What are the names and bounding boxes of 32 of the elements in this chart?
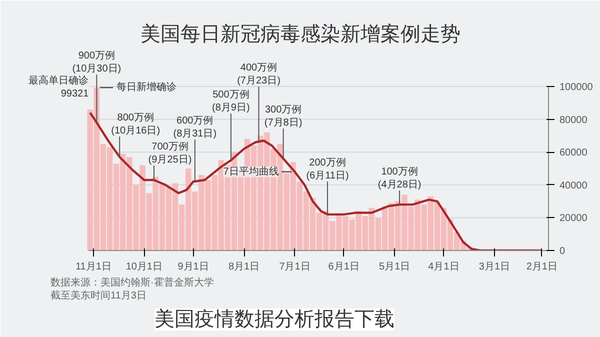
x-tick-label: 7月1日 [279,262,310,272]
x-tick-label: 10月1日 [126,262,163,272]
text: 美国疫情数据分析报告下载 [154,308,394,330]
x-tick-label: 4月1日 [428,262,460,272]
annotation: 800万例 (10月16日) [111,112,160,136]
x-tick-label: 3月1日 [478,262,510,272]
y-tick-label: 60000 [560,148,588,159]
annotation: 200万例 (6月11日) [306,157,349,182]
annotation: 700万例 (9月25日) [148,141,192,166]
chart-title: 美国每日新冠病毒感染新增案例走势 [140,22,460,46]
annotation: 400万例 (7月23日) [237,62,280,86]
annotation: 300万例 (7月8日) [264,104,302,128]
x-tick-label: 2月1日 [526,262,558,272]
x-tick-label: 5月1日 [379,262,410,272]
x-tick-label: 6月1日 [328,262,360,272]
series-label: 每日新增确诊 [116,81,177,94]
annotation: 100万例 (4月28日) [378,166,422,190]
source-note: 数据来源：美国约翰斯·霍普金斯大学 [50,276,214,288]
y-tick-label: 80000 [560,114,588,126]
y-tick-label: 40000 [560,180,588,192]
text: 截至美东时间11月3日 [50,290,146,302]
x-tick-label: 9月1日 [178,262,209,272]
annotation: 600万例 (8月31日) [173,115,217,140]
series-label: 7日平均曲线 [223,165,279,178]
annotation: 900万例 (10月30日) [72,50,122,74]
annotation: 500万例 (8月9日) [212,89,250,114]
x-tick-label: 8月1日 [228,262,260,272]
x-tick-label: 11月1日 [75,262,112,272]
annotation: 最高单日确诊 99321 [28,74,90,100]
y-tick-label: 100000 [560,82,594,93]
y-tick-label: 0 [560,246,566,257]
y-tick-label: 20000 [560,213,588,224]
